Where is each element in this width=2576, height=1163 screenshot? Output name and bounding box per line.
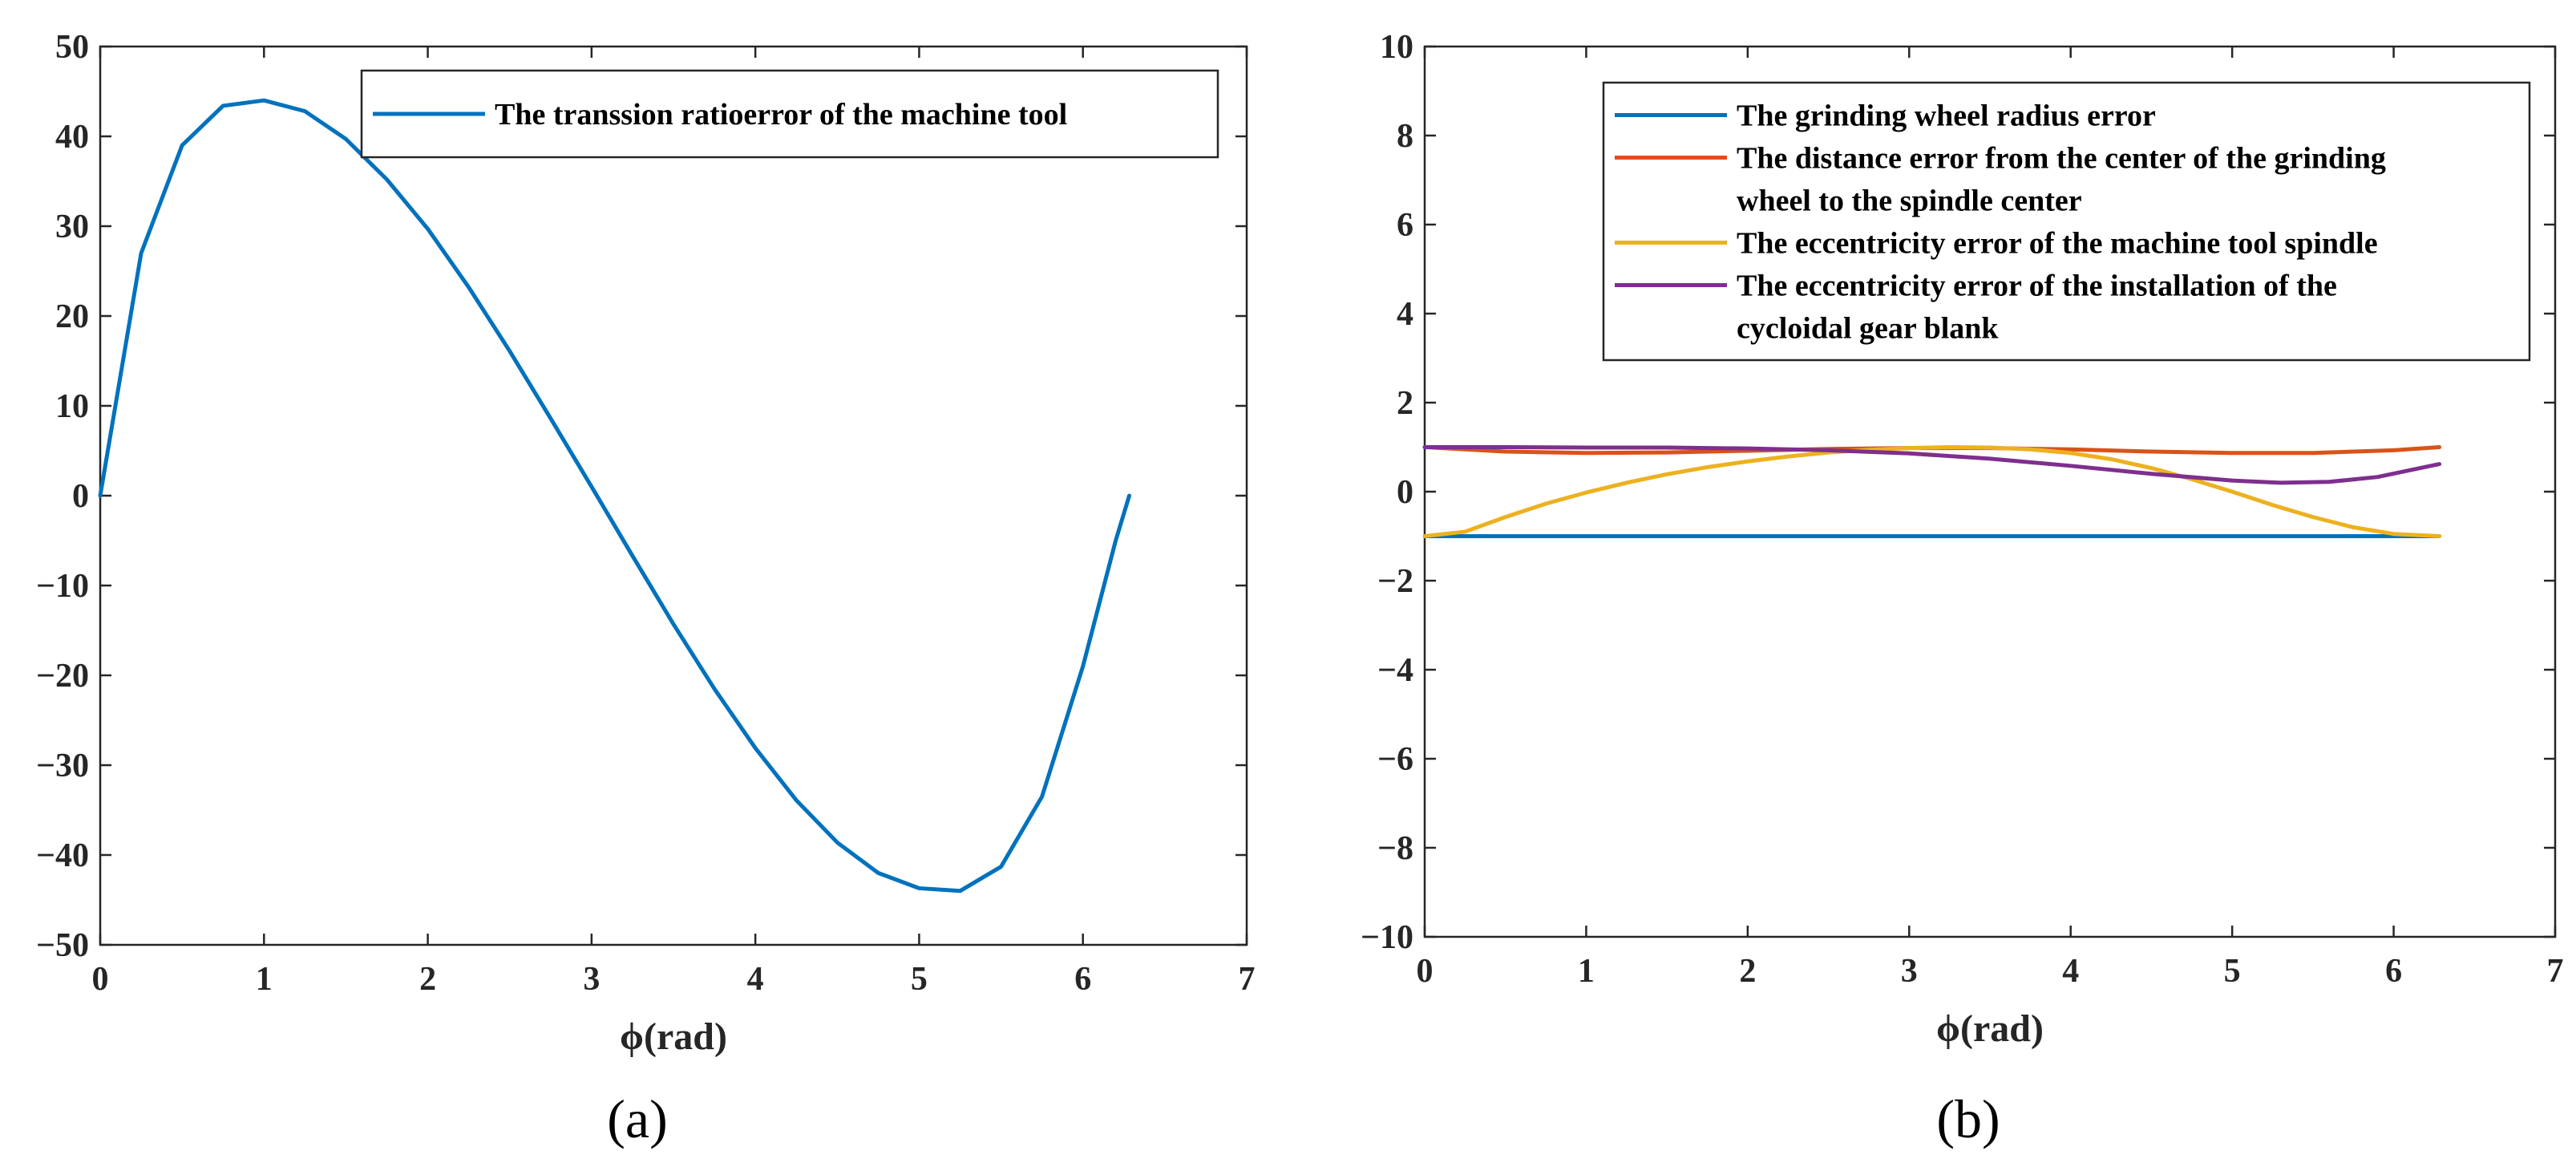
- y-tick-label: 4: [1397, 296, 1413, 333]
- y-tick-label: −4: [1377, 652, 1413, 689]
- y-tick-label: 0: [72, 478, 89, 515]
- chart-panel-b: 0 1 2 3 4 5 6 7 −10 −8 −6 −4 −2 0 2 4 6 8 10 ϕ(rad) The grin…: [1361, 29, 2563, 1050]
- series-line-1: [98, 98, 1132, 894]
- y-tick-label: −20: [36, 658, 89, 695]
- panel-caption-b: (b): [1936, 1088, 2000, 1149]
- y-tick-label: −10: [36, 568, 89, 605]
- y-tick-label: −8: [1377, 830, 1413, 867]
- x-axis-label: ϕ(rad): [620, 1015, 727, 1058]
- x-tick-label: 3: [583, 961, 600, 998]
- legend-label-2: wheel to the spindle center: [1737, 184, 2082, 218]
- y-tick-label: 50: [55, 29, 89, 66]
- y-tick-label: −40: [36, 837, 89, 874]
- x-tick-label: 6: [1074, 961, 1091, 998]
- x-tick-label: 7: [2547, 953, 2564, 990]
- y-tick-label: 0: [1397, 474, 1413, 511]
- chart-panel-a: 0 1 2 3 4 5 6 7 −50 −40 −30 −20 −10 0 10 20 30 40 50 ϕ(rad)…: [36, 29, 1255, 1058]
- x-tick-label: 3: [1901, 953, 1918, 990]
- x-tick-label: 2: [1739, 953, 1756, 990]
- legend-label-3: The eccentricity error of the machine to…: [1737, 227, 2378, 261]
- x-tick-label: 0: [1417, 953, 1434, 990]
- series-line-3: [1422, 445, 2442, 538]
- x-tick-label: 1: [256, 961, 273, 998]
- y-tick-label: 6: [1397, 207, 1413, 244]
- y-tick-label: 40: [55, 119, 89, 156]
- y-tick-label: 10: [1380, 29, 1413, 66]
- x-tick-label: 4: [747, 961, 764, 998]
- y-tick-label: −6: [1377, 741, 1413, 778]
- panel-caption-a: (a): [607, 1088, 667, 1149]
- y-tick-label: −2: [1377, 563, 1413, 600]
- y-tick-label: −50: [36, 927, 89, 964]
- series-line-4: [1422, 445, 2442, 485]
- plot-area-frame: [99, 45, 1248, 946]
- y-tick-label: 8: [1397, 118, 1413, 155]
- x-tick-label: 5: [911, 961, 928, 998]
- legend-label-4: cycloidal gear blank: [1737, 312, 1999, 346]
- y-tick-label: 2: [1397, 385, 1413, 422]
- x-tick-label: 1: [1578, 953, 1595, 990]
- legend-label-4: The eccentricity error of the installati…: [1737, 269, 2337, 303]
- x-tick-label: 5: [2224, 953, 2241, 990]
- y-tick-label: −30: [36, 748, 89, 784]
- x-tick-label: 0: [92, 961, 109, 998]
- legend-label-1: The transsion ratioerror of the machine …: [495, 98, 1067, 132]
- x-tick-label: 4: [2062, 953, 2079, 990]
- legend-box: [1602, 81, 2531, 362]
- legend-label-1: The grinding wheel radius error: [1737, 99, 2156, 133]
- y-tick-label: 10: [55, 388, 89, 425]
- x-tick-label: 6: [2385, 953, 2402, 990]
- x-tick-label: 7: [1239, 961, 1256, 998]
- legend-label-2: The distance error from the center of th…: [1737, 142, 2386, 176]
- legend-box: [360, 69, 1219, 159]
- y-tick-label: 20: [55, 298, 89, 335]
- y-tick-label: 30: [55, 209, 89, 245]
- x-axis-label: ϕ(rad): [1936, 1007, 2044, 1050]
- y-tick-label: −10: [1361, 919, 1413, 956]
- x-tick-label: 2: [419, 961, 436, 998]
